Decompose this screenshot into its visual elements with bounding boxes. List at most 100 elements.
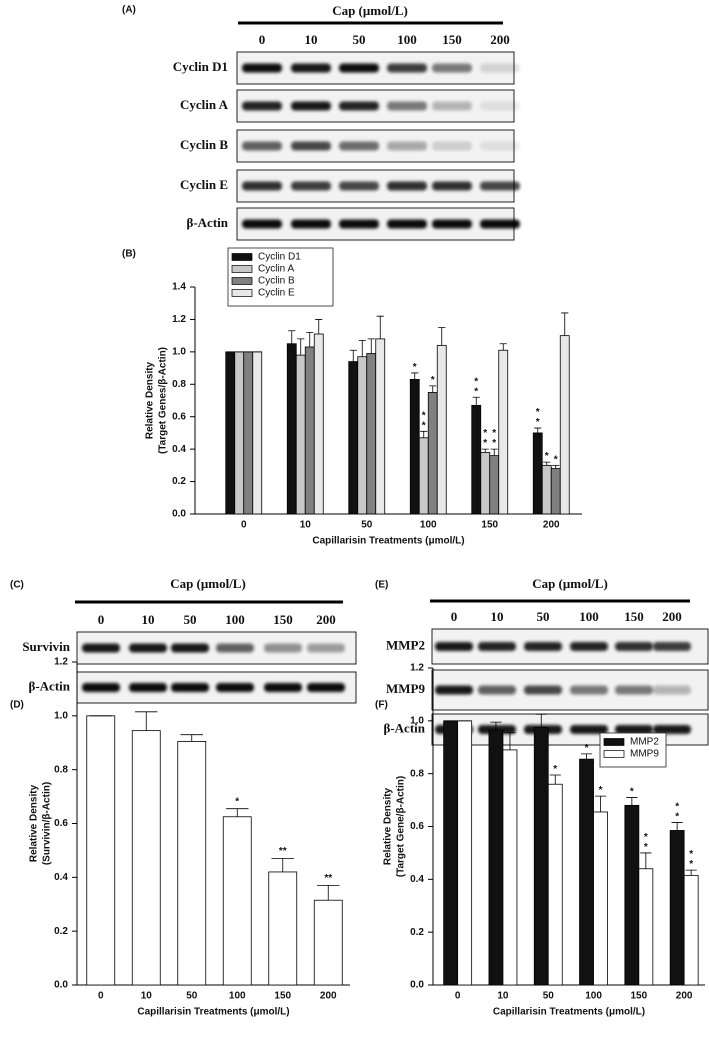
star: *	[431, 375, 435, 386]
y-axis-label: (Target Genes/β-Actin)	[158, 347, 169, 454]
blot-band	[387, 63, 427, 73]
blot-band	[480, 181, 520, 191]
star: *	[553, 764, 557, 775]
star: *	[413, 362, 417, 373]
legend-label: Cyclin D1	[258, 252, 301, 263]
blot-band	[339, 181, 379, 191]
blot-row-label: β-Actin	[383, 720, 425, 735]
blot-row-label: β-Actin	[28, 678, 70, 693]
star: *	[492, 438, 496, 449]
error-bar	[534, 427, 542, 433]
legend-swatch	[231, 265, 253, 273]
bar	[541, 464, 552, 515]
blot-band	[242, 219, 282, 229]
error-bar	[367, 338, 375, 354]
error-bar	[640, 852, 652, 869]
y-tick-label: 0.6	[54, 818, 68, 829]
lane-label: 150	[442, 32, 462, 47]
blot-band	[615, 642, 653, 651]
blot-band	[339, 63, 379, 73]
blot-band	[570, 642, 608, 651]
x-axis-label: Capillarisin Treatments (μmol/L)	[493, 1007, 645, 1018]
blot-band	[291, 63, 331, 73]
blot-row-label: Cyclin B	[180, 137, 228, 152]
x-tick-label: 50	[361, 520, 373, 531]
bar	[471, 404, 482, 515]
y-axis-label: (Survivin/β-Actin)	[42, 782, 53, 865]
bar	[624, 804, 640, 986]
blot-band	[264, 683, 302, 692]
y-tick-label: 1.0	[54, 710, 68, 721]
error-bar	[297, 338, 305, 356]
legend-swatch	[603, 750, 625, 758]
star: *	[689, 849, 693, 860]
bar	[222, 816, 252, 986]
blot-band	[387, 101, 427, 111]
blot-band	[291, 141, 331, 151]
error-bar	[543, 461, 551, 466]
bar	[286, 343, 297, 515]
x-tick-label: 0	[455, 991, 461, 1002]
x-tick-label: 150	[631, 991, 648, 1002]
significance-mark: *	[585, 742, 589, 753]
y-tick-label: 1.4	[172, 282, 186, 293]
x-tick-label: 10	[300, 520, 312, 531]
bar	[375, 338, 386, 515]
lane-label: 0	[451, 609, 458, 624]
error-bar	[180, 734, 203, 742]
error-bar	[580, 753, 593, 760]
panel-label: (B)	[122, 249, 136, 260]
error-bar	[481, 448, 489, 453]
y-tick-label: 0.6	[410, 821, 424, 832]
blot-band	[291, 181, 331, 191]
error-bar	[288, 330, 296, 344]
lane-label: 150	[624, 609, 644, 624]
blot-row-label: Cyclin A	[180, 97, 229, 112]
bar	[427, 391, 438, 515]
star: *	[536, 407, 540, 418]
y-axis-label: (Target Gene/β-Actin)	[396, 776, 407, 877]
star: *	[474, 376, 478, 387]
bar	[457, 720, 473, 986]
bar	[243, 351, 254, 515]
bar	[295, 354, 306, 515]
x-tick-label: 200	[543, 520, 560, 531]
blot-band	[291, 219, 331, 229]
lane-label: 0	[98, 612, 105, 627]
y-axis-label: Relative Density	[383, 787, 394, 865]
blot-band	[264, 643, 302, 653]
error-bar	[226, 808, 249, 817]
blot-band	[387, 181, 427, 191]
x-tick-label: 200	[676, 991, 693, 1002]
y-tick-label: 0.8	[410, 768, 424, 779]
blot-header: Cap (μmol/L)	[170, 576, 246, 591]
significance-mark: **	[422, 410, 426, 431]
error-bar	[135, 711, 158, 731]
x-tick-label: 100	[229, 991, 246, 1002]
blot-band	[478, 685, 516, 695]
y-tick-label: 0.2	[410, 927, 424, 938]
error-bar	[317, 885, 340, 901]
blot-band	[82, 683, 120, 692]
blot-band	[570, 685, 608, 695]
bar	[304, 346, 315, 515]
blot-band	[435, 642, 473, 651]
star: *	[483, 438, 487, 449]
bar	[131, 730, 161, 986]
lane-label: 10	[305, 32, 318, 47]
blot-band	[339, 141, 379, 151]
legend-label: MMP9	[630, 749, 659, 760]
blot-band	[653, 642, 691, 651]
bar	[579, 758, 594, 986]
blot-band	[242, 101, 282, 111]
significance-mark: **	[689, 849, 693, 870]
y-tick-label: 0.2	[54, 926, 68, 937]
significance-mark: *	[553, 764, 557, 775]
lane-label: 10	[491, 609, 504, 624]
blot-band	[653, 725, 691, 734]
star: *	[630, 786, 634, 797]
lane-label: 0	[259, 32, 266, 47]
legend-swatch	[231, 277, 253, 285]
error-bar	[594, 795, 607, 812]
bar	[550, 468, 561, 515]
